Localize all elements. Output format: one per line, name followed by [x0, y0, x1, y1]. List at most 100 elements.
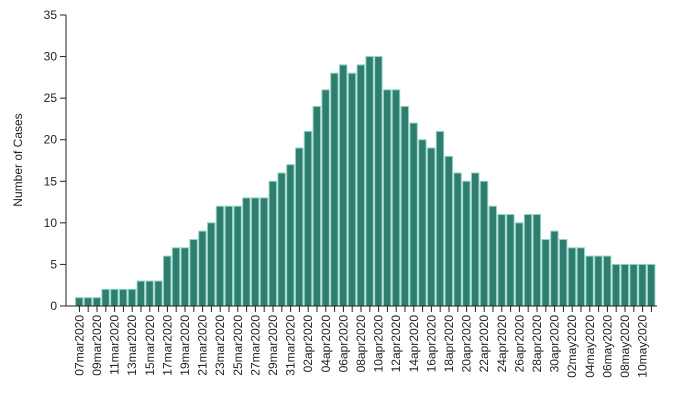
bar-30mar2020 — [277, 172, 286, 307]
bar-04apr2020 — [321, 89, 330, 307]
bar-28apr2020 — [532, 214, 541, 307]
x-tick-label: 19mar2020 — [178, 315, 192, 376]
bar-09apr2020 — [365, 56, 374, 307]
x-tick-label: 18apr2020 — [442, 315, 456, 373]
bar-12apr2020 — [391, 89, 401, 307]
bar-31mar2020 — [286, 164, 295, 307]
bar-09may2020 — [629, 263, 638, 307]
bar-19apr2020 — [453, 172, 462, 307]
bars — [75, 56, 656, 307]
bar-05apr2020 — [330, 72, 339, 307]
x-tick-label: 06apr2020 — [336, 315, 350, 373]
x-tick-label: 29mar2020 — [266, 315, 280, 376]
x-tick-label: 27mar2020 — [248, 315, 262, 376]
x-tick-label: 04apr2020 — [319, 315, 333, 373]
bar-21apr2020 — [471, 172, 480, 307]
bar-01may2020 — [559, 238, 568, 307]
x-tick-label: 04may2020 — [583, 315, 597, 378]
bar-08mar2020 — [83, 297, 93, 307]
bar-18mar2020 — [171, 247, 181, 307]
bar-23mar2020 — [215, 205, 225, 307]
x-tick-label: 23mar2020 — [213, 315, 227, 376]
bar-17mar2020 — [163, 255, 172, 307]
x-tick-label: 24apr2020 — [495, 315, 509, 373]
bar-11may2020 — [647, 263, 656, 307]
x-tick-label: 06may2020 — [600, 315, 614, 378]
bar-25mar2020 — [233, 205, 242, 307]
y-tick-label: 15 — [44, 174, 58, 188]
bar-03may2020 — [576, 247, 585, 307]
bar-22mar2020 — [207, 222, 216, 307]
bar-10apr2020 — [374, 56, 383, 307]
x-tick-label: 08apr2020 — [354, 315, 368, 373]
y-axis: 0 5 10 15 20 25 30 35 — [44, 8, 67, 313]
bar-14apr2020 — [409, 122, 418, 307]
y-tick-label: 30 — [44, 50, 58, 64]
bar-30apr2020 — [550, 230, 559, 307]
bar-25apr2020 — [506, 214, 515, 307]
bar-27apr2020 — [523, 214, 533, 307]
bar-02may2020 — [567, 247, 577, 307]
bar-04may2020 — [585, 255, 594, 307]
bar-20apr2020 — [462, 180, 471, 307]
bar-19mar2020 — [180, 247, 190, 307]
bar-24mar2020 — [224, 205, 234, 307]
bar-01apr2020 — [295, 147, 304, 307]
x-tick-label: 22apr2020 — [477, 315, 491, 373]
bar-03apr2020 — [312, 105, 322, 307]
bar-07may2020 — [611, 263, 621, 307]
x-axis: 07mar2020 09mar2020 11mar2020 13mar2020 15ma… — [66, 305, 657, 378]
bar-13mar2020 — [127, 288, 137, 307]
x-tick-label: 31mar2020 — [284, 315, 298, 376]
x-tick-label: 25mar2020 — [231, 315, 245, 376]
x-tick-label: 26apr2020 — [512, 315, 526, 373]
bar-24apr2020 — [497, 214, 506, 307]
y-axis-label: Number of Cases — [11, 113, 25, 206]
bar-15mar2020 — [145, 280, 154, 307]
bar-16apr2020 — [427, 147, 436, 307]
bar-21mar2020 — [198, 230, 207, 307]
bar-12mar2020 — [119, 288, 128, 307]
x-tick-label: 15mar2020 — [143, 315, 157, 376]
bar-14mar2020 — [136, 280, 146, 307]
bar-10may2020 — [638, 263, 647, 307]
y-tick-label: 0 — [50, 299, 57, 313]
x-tick-label: 21mar2020 — [196, 315, 210, 376]
x-tick-label: 28apr2020 — [530, 315, 544, 373]
x-tick-label: 09mar2020 — [90, 315, 104, 376]
bar-07apr2020 — [347, 72, 357, 307]
x-tick-label: 12apr2020 — [389, 315, 403, 373]
y-tick-label: 5 — [50, 257, 57, 271]
bar-06apr2020 — [339, 64, 348, 307]
x-tick-label: 02apr2020 — [301, 315, 315, 373]
bar-05may2020 — [594, 255, 603, 307]
bar-28mar2020 — [259, 197, 269, 307]
bar-11apr2020 — [383, 89, 392, 307]
bar-06may2020 — [603, 255, 612, 307]
bar-08may2020 — [620, 263, 629, 307]
bar-18apr2020 — [444, 155, 454, 307]
y-tick-label: 35 — [44, 8, 58, 22]
x-tick-label: 11mar2020 — [108, 315, 122, 375]
x-tick-label: 07mar2020 — [72, 315, 86, 376]
bar-20mar2020 — [189, 238, 198, 307]
x-tick-label: 02may2020 — [565, 315, 579, 378]
y-tick-label: 10 — [44, 216, 58, 230]
bar-22apr2020 — [479, 180, 489, 307]
bar-11mar2020 — [110, 288, 119, 307]
bar-16mar2020 — [154, 280, 163, 307]
bar-07mar2020 — [75, 297, 84, 307]
x-tick-label: 14apr2020 — [407, 315, 421, 373]
bar-26mar2020 — [242, 197, 251, 307]
bar-27mar2020 — [251, 197, 260, 307]
x-tick-label: 16apr2020 — [424, 315, 438, 373]
bar-29apr2020 — [541, 238, 550, 307]
bar-23apr2020 — [488, 205, 498, 307]
bar-15apr2020 — [418, 139, 427, 307]
bar-29mar2020 — [268, 180, 278, 307]
y-tick-label: 20 — [44, 133, 58, 147]
x-tick-label: 30apr2020 — [548, 315, 562, 373]
x-tick-label: 13mar2020 — [125, 315, 139, 376]
bar-02apr2020 — [303, 130, 313, 307]
